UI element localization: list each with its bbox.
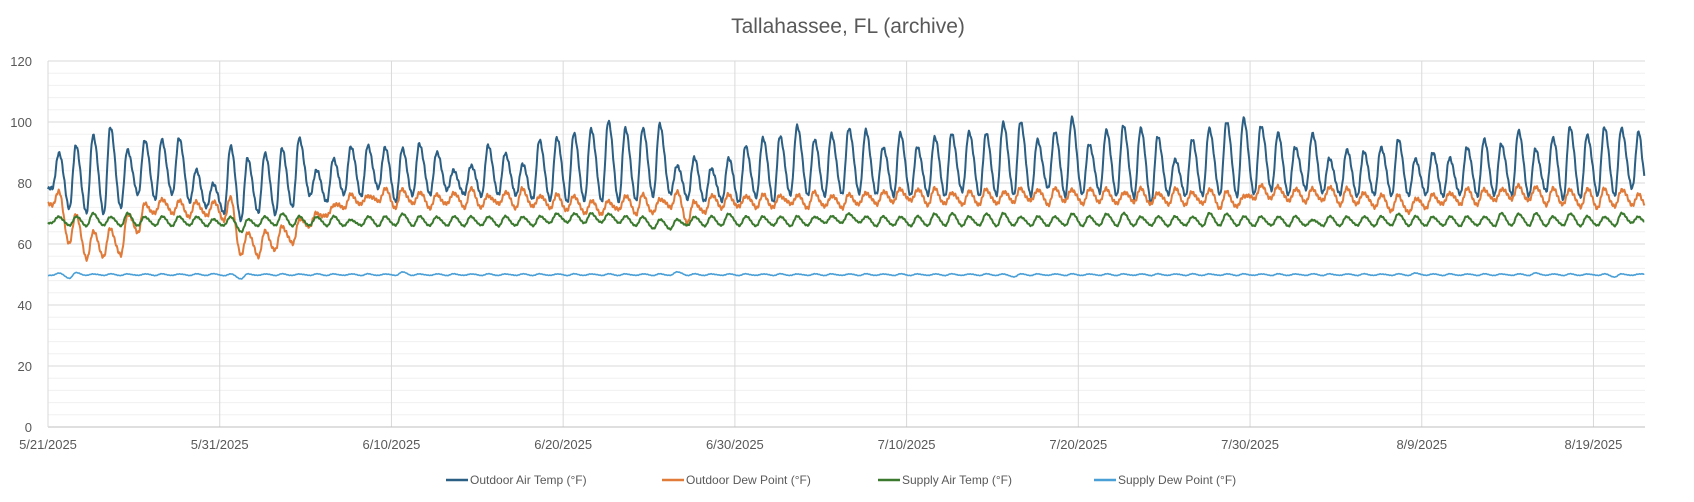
y-tick-label: 40 (18, 298, 32, 313)
y-tick-label: 60 (18, 237, 32, 252)
legend-item: Outdoor Dew Point (°F) (662, 473, 811, 487)
x-tick-label: 6/30/2025 (706, 437, 764, 452)
legend-label: Supply Dew Point (°F) (1118, 473, 1236, 487)
series-lines (47, 115, 1646, 280)
x-tick-label: 7/10/2025 (878, 437, 936, 452)
series-line-supply-air-temp-f (47, 211, 1645, 234)
y-axis: 0 20 40 60 80 100 120 (10, 54, 32, 435)
y-tick-label: 20 (18, 359, 32, 374)
legend-item: Outdoor Air Temp (°F) (446, 473, 587, 487)
x-tick-label: 8/19/2025 (1565, 437, 1623, 452)
y-tick-label: 0 (25, 420, 32, 435)
legend-label: Outdoor Dew Point (°F) (686, 473, 811, 487)
legend-label: Supply Air Temp (°F) (902, 473, 1012, 487)
chart-title: Tallahassee, FL (archive) (731, 15, 965, 38)
x-tick-label: 8/9/2025 (1396, 437, 1447, 452)
x-tick-label: 7/20/2025 (1049, 437, 1107, 452)
series-line-outdoor-air-temp-f (47, 115, 1646, 223)
legend-item: Supply Air Temp (°F) (878, 473, 1012, 487)
x-tick-label: 7/30/2025 (1221, 437, 1279, 452)
gridlines (47, 60, 1645, 428)
x-tick-label: 5/31/2025 (191, 437, 249, 452)
y-tick-label: 100 (10, 115, 32, 130)
legend-label: Outdoor Air Temp (°F) (470, 473, 587, 487)
x-tick-label: 6/10/2025 (363, 437, 421, 452)
series-line-supply-dew-point-f (47, 270, 1645, 280)
y-tick-label: 120 (10, 54, 32, 69)
x-tick-label: 6/20/2025 (534, 437, 592, 452)
x-axis: 5/21/2025 5/31/2025 6/10/2025 6/20/2025 6/30… (19, 437, 1622, 452)
y-tick-label: 80 (18, 176, 32, 191)
legend: Outdoor Air Temp (°F) Outdoor Dew Point (… (446, 473, 1236, 487)
legend-item: Supply Dew Point (°F) (1094, 473, 1236, 487)
x-tick-label: 5/21/2025 (19, 437, 77, 452)
